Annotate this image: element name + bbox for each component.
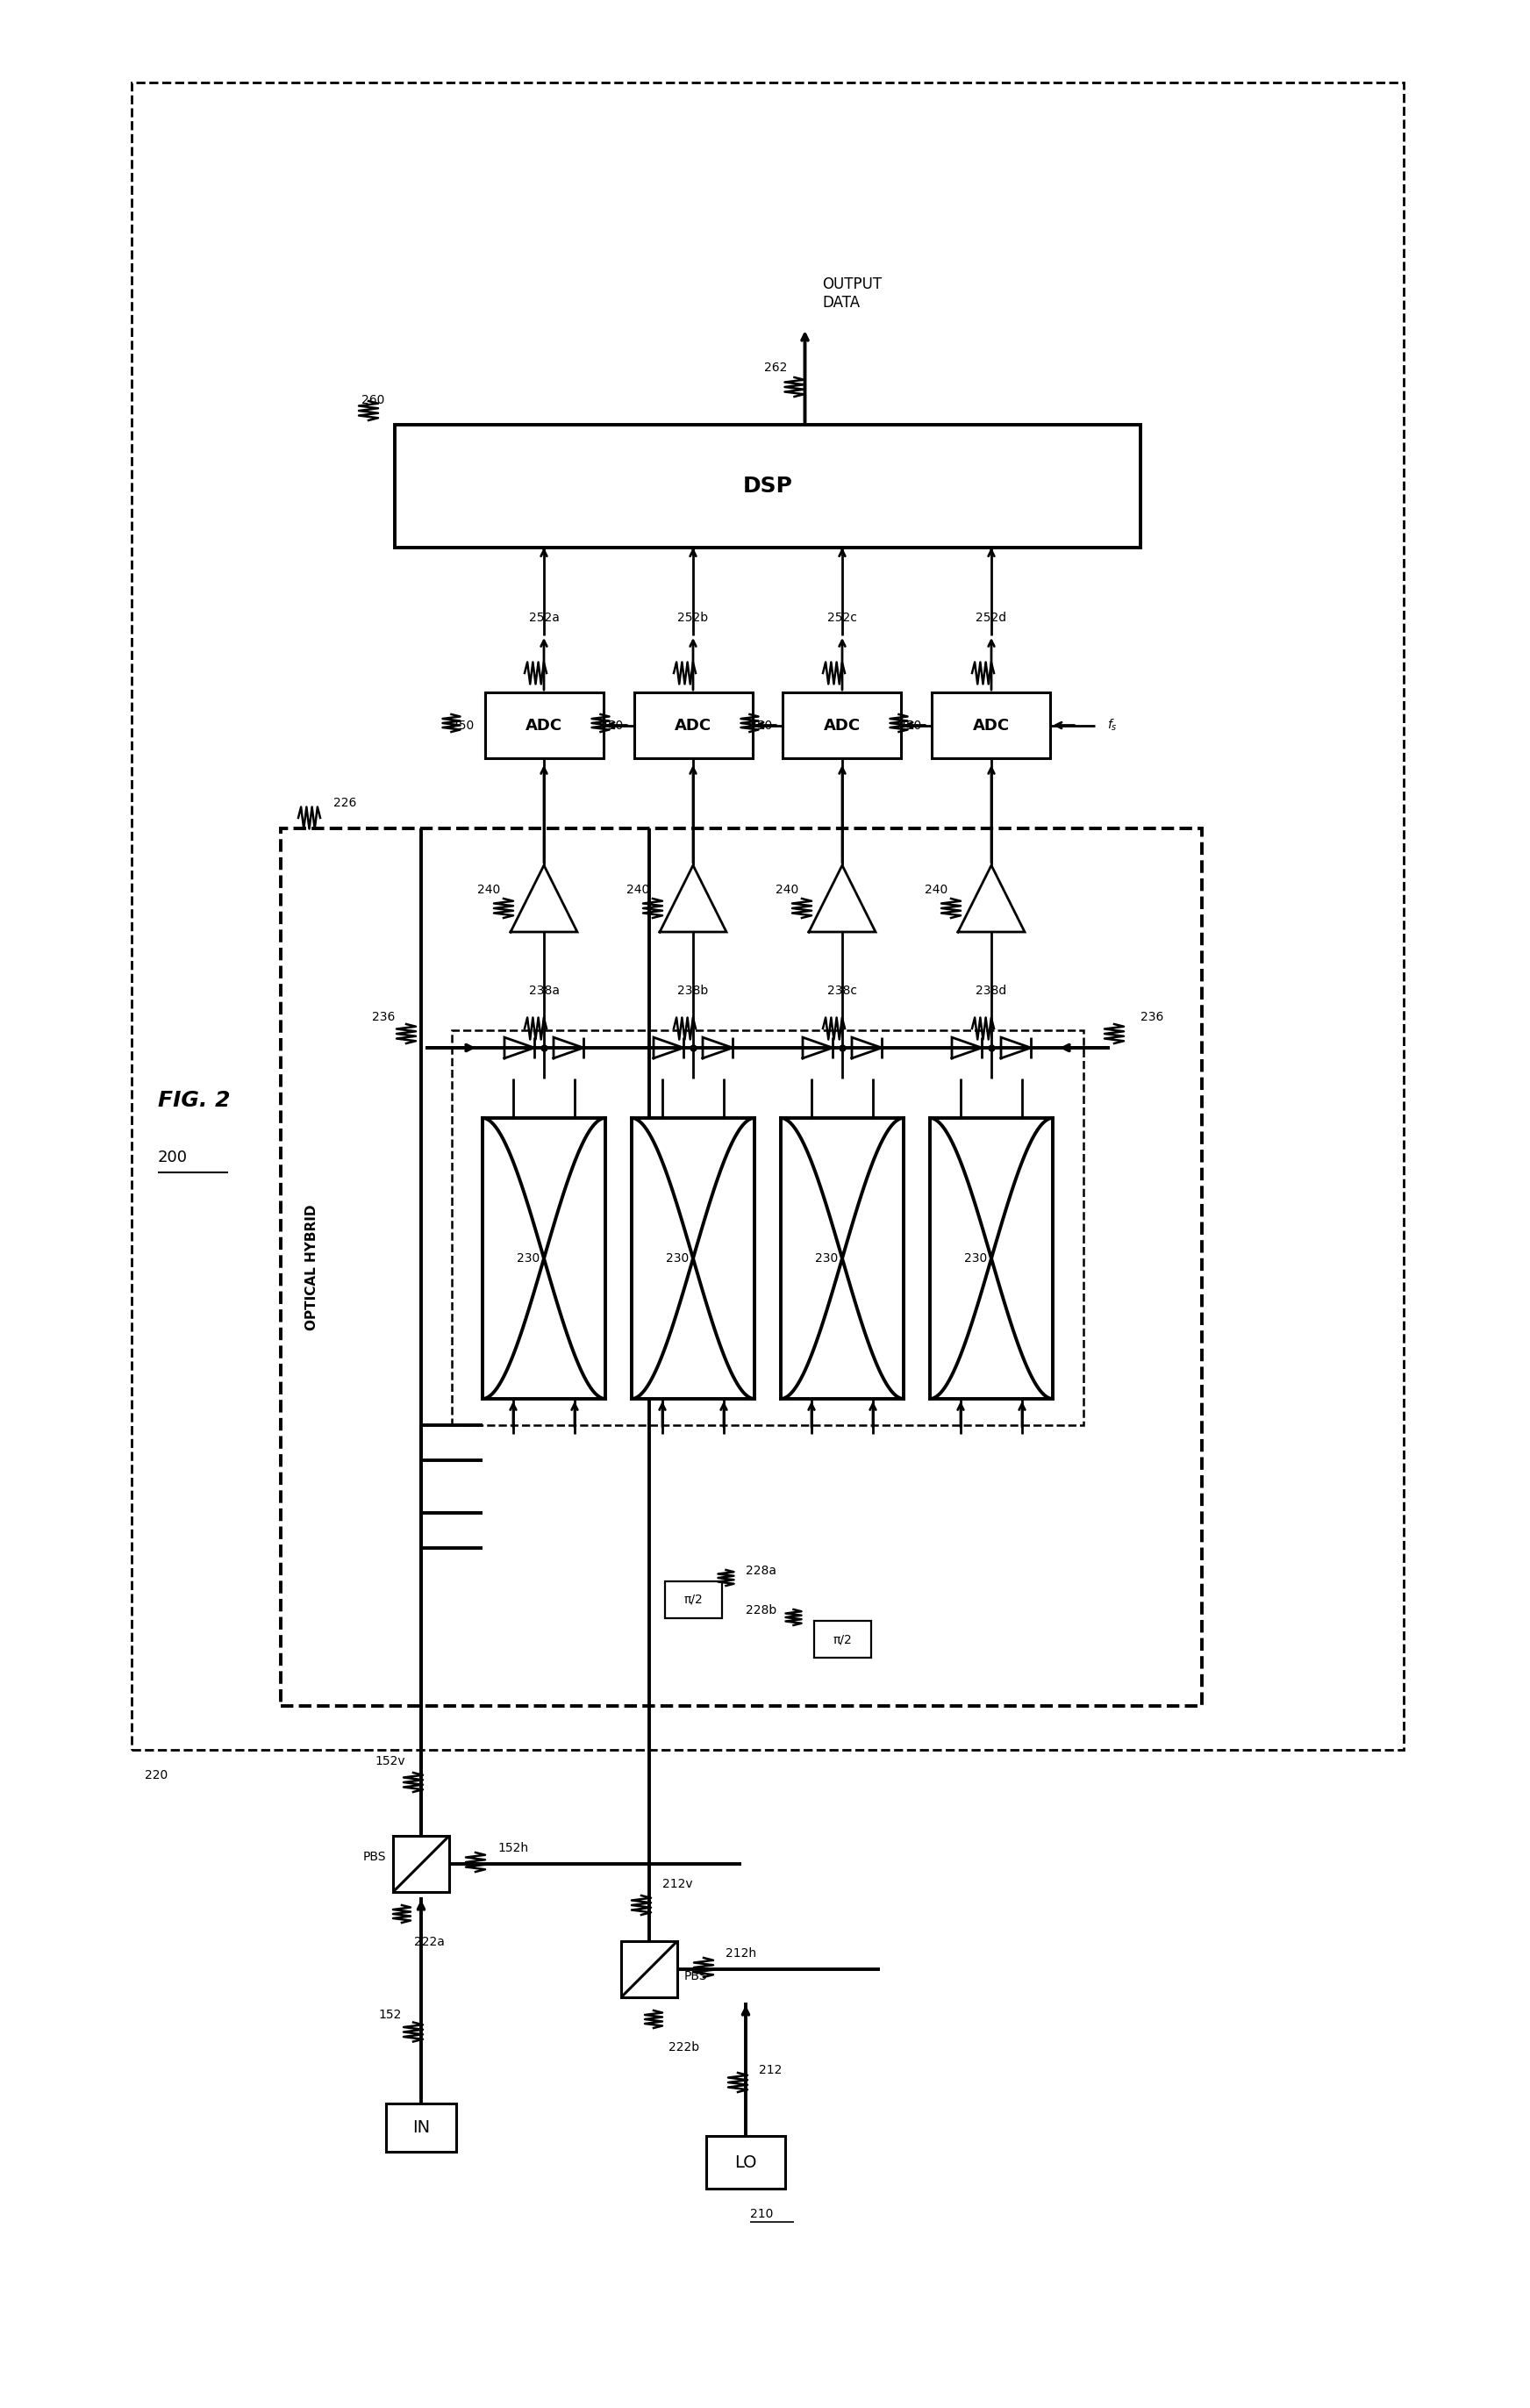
Text: 212v: 212v <box>662 1878 693 1890</box>
Text: 262: 262 <box>763 361 788 373</box>
Text: 240: 240 <box>477 884 500 896</box>
Text: 238c: 238c <box>828 985 857 997</box>
Text: DSP: DSP <box>742 477 793 496</box>
Bar <box>780 1117 904 1399</box>
Text: PBS: PBS <box>684 1970 707 1982</box>
Text: 250: 250 <box>750 720 773 732</box>
Text: π/2: π/2 <box>684 1594 702 1606</box>
Text: ADC: ADC <box>675 718 711 732</box>
Text: LO: LO <box>734 2153 757 2170</box>
Text: 226: 226 <box>334 797 356 809</box>
Text: FIG. 2: FIG. 2 <box>158 1091 231 1110</box>
Text: 152v: 152v <box>375 1755 405 1767</box>
Text: 228b: 228b <box>747 1604 777 1616</box>
Bar <box>664 1582 722 1618</box>
Bar <box>280 828 1203 1705</box>
Text: 240: 240 <box>776 884 799 896</box>
Text: 212h: 212h <box>725 1948 756 1960</box>
Text: 250: 250 <box>600 720 623 732</box>
Text: ADC: ADC <box>525 718 563 732</box>
Text: 228a: 228a <box>747 1565 777 1577</box>
Text: 230: 230 <box>517 1252 540 1264</box>
Text: 220: 220 <box>145 1770 168 1782</box>
Text: 250: 250 <box>451 720 474 732</box>
Text: 236: 236 <box>372 1011 395 1023</box>
Bar <box>633 694 753 759</box>
Bar <box>395 424 1140 547</box>
Bar <box>482 1117 606 1399</box>
Text: $f_s$: $f_s$ <box>1108 718 1118 732</box>
Text: 252c: 252c <box>828 612 857 624</box>
Text: 230: 230 <box>666 1252 688 1264</box>
Bar <box>932 694 1051 759</box>
Bar <box>451 1031 1083 1426</box>
Text: 210: 210 <box>750 2208 773 2220</box>
Text: 236: 236 <box>1140 1011 1164 1023</box>
Text: π/2: π/2 <box>832 1633 852 1645</box>
Text: 252d: 252d <box>976 612 1007 624</box>
Bar <box>783 694 901 759</box>
Text: ADC: ADC <box>973 718 1010 732</box>
Bar <box>621 1941 678 1996</box>
Text: 222b: 222b <box>669 2042 699 2054</box>
Text: IN: IN <box>412 2119 430 2136</box>
Bar <box>814 1621 871 1657</box>
Text: 238a: 238a <box>528 985 560 997</box>
Bar <box>632 1117 754 1399</box>
Text: 238b: 238b <box>678 985 708 997</box>
Text: OUTPUT
DATA: OUTPUT DATA <box>823 277 883 311</box>
Text: 252a: 252a <box>529 612 560 624</box>
Text: 260: 260 <box>361 395 384 407</box>
Text: PBS: PBS <box>363 1852 386 1864</box>
Text: 230: 230 <box>815 1252 838 1264</box>
Text: 200: 200 <box>158 1149 188 1165</box>
Text: 222a: 222a <box>415 1936 445 1948</box>
Bar <box>386 2102 456 2150</box>
Bar <box>707 2136 785 2189</box>
Text: 240: 240 <box>626 884 649 896</box>
Text: 230: 230 <box>964 1252 987 1264</box>
Text: 212: 212 <box>759 2064 782 2076</box>
Text: 252b: 252b <box>678 612 708 624</box>
Bar <box>485 694 603 759</box>
Text: 152h: 152h <box>497 1842 528 1854</box>
Text: OPTICAL HYBRID: OPTICAL HYBRID <box>304 1204 318 1329</box>
Text: 238d: 238d <box>976 985 1007 997</box>
Text: 240: 240 <box>924 884 947 896</box>
Text: 152: 152 <box>378 2008 402 2020</box>
Text: ADC: ADC <box>823 718 861 732</box>
Bar <box>132 82 1403 1751</box>
Bar <box>930 1117 1053 1399</box>
Bar <box>393 1835 450 1893</box>
Text: 250: 250 <box>898 720 921 732</box>
